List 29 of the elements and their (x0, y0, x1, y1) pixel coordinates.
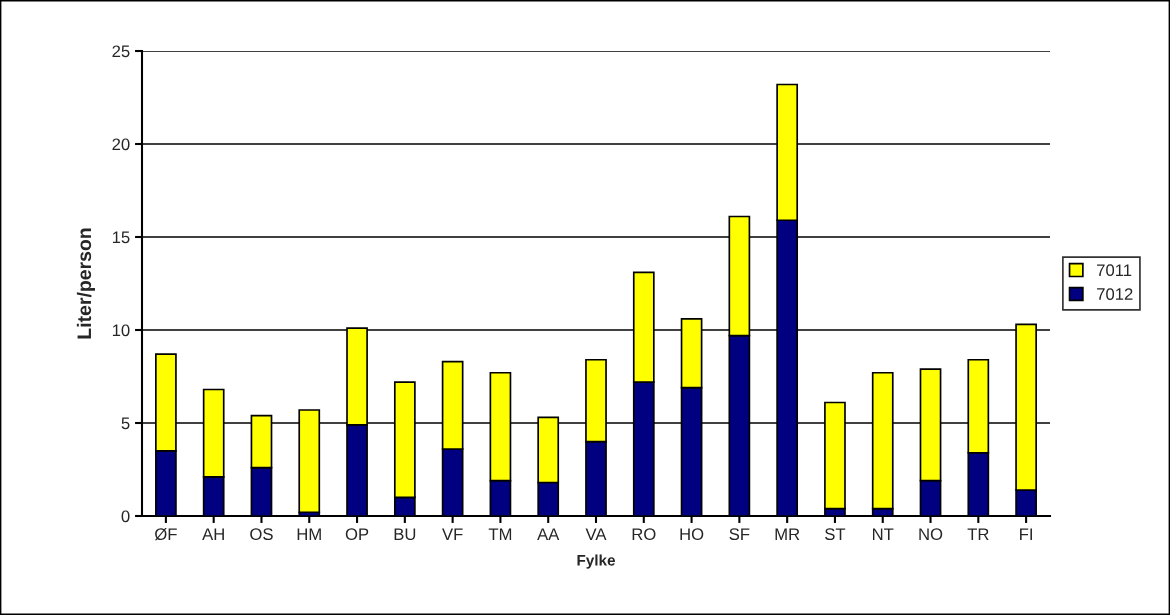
x-tick-label: AA (537, 528, 560, 540)
y-tick-label: 5 (121, 417, 130, 430)
x-tick-label: MR (775, 528, 800, 540)
legend-label: 7011 (1097, 264, 1132, 277)
x-tick-label: TM (488, 528, 512, 540)
y-axis-title: Liter/person (76, 228, 95, 339)
x-tick-label: NO (919, 528, 943, 541)
x-tick-label: BU (394, 528, 416, 541)
y-tick-label: 15 (112, 231, 130, 244)
y-tick-label: 25 (112, 45, 130, 58)
y-tick-label: 0 (121, 510, 130, 523)
x-tick-label: RO (632, 528, 656, 541)
y-tick-label: 10 (112, 324, 130, 337)
x-tick-label: AH (202, 528, 224, 540)
x-tick-label: HM (297, 528, 321, 540)
x-tick-label: HO (680, 528, 704, 541)
x-tick-label: TR (967, 528, 989, 540)
x-tick-label: ST (825, 528, 846, 541)
x-tick-label: ØF (154, 527, 177, 541)
x-tick-label: FI (1020, 528, 1032, 540)
x-tick-label: OP (345, 528, 369, 541)
x-tick-label: VA (585, 528, 607, 540)
x-tick-label: OS (250, 528, 273, 541)
x-tick-label: SF (729, 528, 750, 541)
y-tick-label: 20 (112, 138, 130, 151)
legend-label: 7012 (1097, 288, 1133, 300)
x-tick-label: VF (442, 528, 463, 540)
x-tick-label: NT (873, 528, 894, 540)
x-axis-title: Fylke (577, 554, 616, 569)
